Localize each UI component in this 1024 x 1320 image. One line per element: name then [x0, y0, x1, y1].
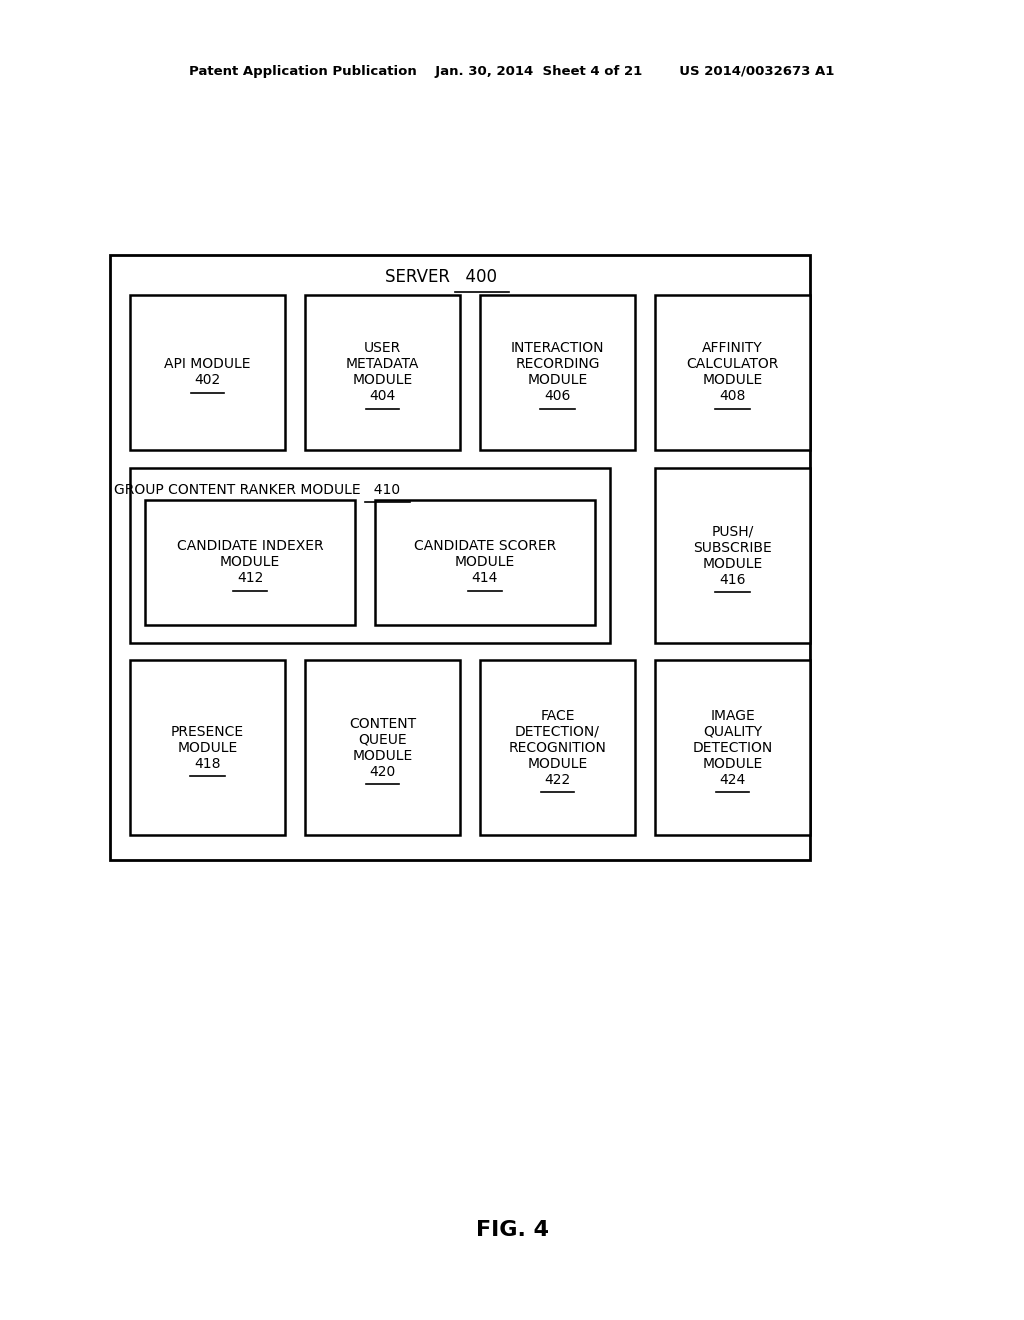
Text: CANDIDATE SCORER: CANDIDATE SCORER	[414, 540, 556, 553]
Text: 410: 410	[365, 483, 400, 498]
Bar	[130, 660, 285, 836]
Text: 416: 416	[719, 573, 745, 586]
Bar	[110, 255, 810, 861]
Bar	[655, 469, 810, 643]
Text: DETECTION/: DETECTION/	[515, 725, 600, 738]
Text: QUALITY: QUALITY	[702, 725, 762, 738]
Bar	[480, 294, 635, 450]
Text: IMAGE: IMAGE	[710, 709, 755, 722]
Text: SERVER: SERVER	[385, 268, 455, 286]
Bar	[305, 294, 460, 450]
Text: METADATA: METADATA	[346, 358, 419, 371]
Bar	[375, 500, 595, 624]
Text: MODULE: MODULE	[702, 557, 763, 570]
Text: FIG. 4: FIG. 4	[475, 1220, 549, 1239]
Text: 400: 400	[455, 268, 497, 286]
Text: 404: 404	[370, 389, 395, 404]
Text: 408: 408	[719, 389, 745, 404]
Text: MODULE: MODULE	[177, 741, 238, 755]
Text: MODULE: MODULE	[352, 748, 413, 763]
Text: 418: 418	[195, 756, 221, 771]
Bar	[480, 660, 635, 836]
Text: QUEUE: QUEUE	[358, 733, 407, 747]
Text: MODULE: MODULE	[527, 374, 588, 388]
Bar	[130, 294, 285, 450]
Text: Patent Application Publication    Jan. 30, 2014  Sheet 4 of 21        US 2014/00: Patent Application Publication Jan. 30, …	[189, 66, 835, 78]
Text: MODULE: MODULE	[455, 556, 515, 569]
Text: MODULE: MODULE	[527, 756, 588, 771]
Text: RECORDING: RECORDING	[515, 358, 600, 371]
Text: PUSH/: PUSH/	[712, 524, 754, 539]
Bar	[305, 660, 460, 836]
Text: 422: 422	[545, 772, 570, 787]
Text: CONTENT: CONTENT	[349, 717, 416, 730]
Text: GROUP CONTENT RANKER MODULE: GROUP CONTENT RANKER MODULE	[114, 483, 365, 498]
Text: 412: 412	[237, 572, 263, 586]
Text: 420: 420	[370, 764, 395, 779]
Text: 406: 406	[545, 389, 570, 404]
Text: 402: 402	[195, 374, 220, 388]
Text: MODULE: MODULE	[352, 374, 413, 388]
Bar	[145, 500, 355, 624]
Text: API MODULE: API MODULE	[164, 358, 251, 371]
Text: 424: 424	[720, 772, 745, 787]
Text: PRESENCE: PRESENCE	[171, 725, 244, 738]
Text: FACE: FACE	[541, 709, 574, 722]
Text: SUBSCRIBE: SUBSCRIBE	[693, 540, 772, 554]
Bar	[655, 660, 810, 836]
Text: 414: 414	[472, 572, 499, 586]
Text: CALCULATOR: CALCULATOR	[686, 358, 778, 371]
Text: MODULE: MODULE	[702, 374, 763, 388]
Text: MODULE: MODULE	[702, 756, 763, 771]
Text: DETECTION: DETECTION	[692, 741, 773, 755]
Text: MODULE: MODULE	[220, 556, 281, 569]
Bar	[130, 469, 610, 643]
Text: RECOGNITION: RECOGNITION	[509, 741, 606, 755]
Bar	[655, 294, 810, 450]
Text: INTERACTION: INTERACTION	[511, 342, 604, 355]
Text: CANDIDATE INDEXER: CANDIDATE INDEXER	[177, 540, 324, 553]
Text: AFFINITY: AFFINITY	[702, 342, 763, 355]
Text: USER: USER	[364, 342, 401, 355]
